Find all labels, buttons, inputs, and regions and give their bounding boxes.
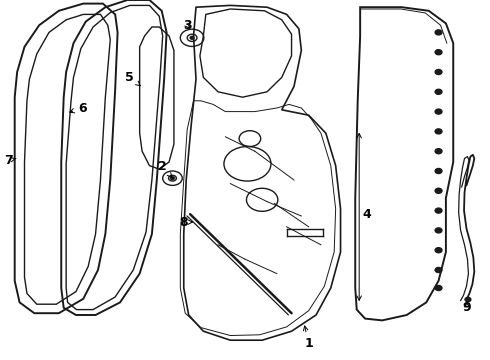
Circle shape — [435, 188, 442, 193]
Circle shape — [435, 129, 442, 134]
Circle shape — [435, 109, 442, 114]
Text: 8: 8 — [179, 216, 193, 229]
Text: 2: 2 — [158, 160, 172, 177]
Circle shape — [190, 36, 194, 39]
Circle shape — [435, 69, 442, 75]
Circle shape — [171, 177, 174, 180]
Text: 7: 7 — [4, 154, 16, 167]
Circle shape — [435, 89, 442, 94]
Circle shape — [435, 248, 442, 253]
Circle shape — [435, 208, 442, 213]
Circle shape — [435, 228, 442, 233]
Circle shape — [435, 285, 442, 291]
Text: 4: 4 — [362, 208, 371, 221]
Text: 5: 5 — [125, 71, 140, 86]
Circle shape — [435, 50, 442, 55]
Text: 6: 6 — [70, 102, 87, 114]
Text: 9: 9 — [463, 301, 471, 314]
Circle shape — [435, 267, 442, 273]
Circle shape — [435, 149, 442, 154]
Circle shape — [465, 297, 471, 302]
Text: 3: 3 — [183, 19, 192, 32]
Circle shape — [435, 168, 442, 174]
Circle shape — [435, 30, 442, 35]
Text: 1: 1 — [303, 326, 313, 350]
